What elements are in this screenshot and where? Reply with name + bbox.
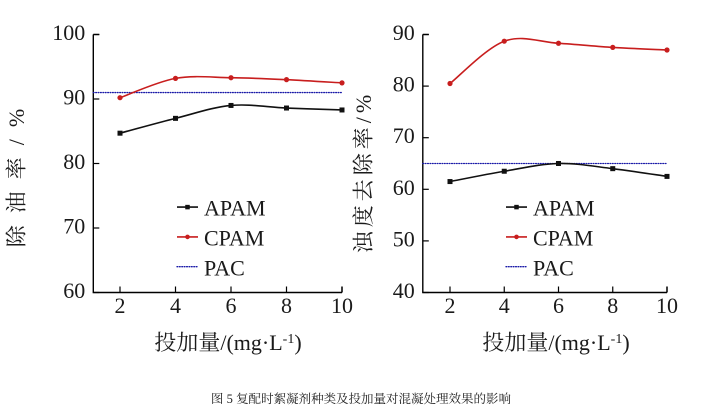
- svg-text:40: 40: [393, 278, 415, 303]
- svg-text:70: 70: [63, 214, 85, 239]
- svg-text:2: 2: [115, 293, 126, 318]
- svg-text:90: 90: [393, 20, 415, 45]
- svg-text:70: 70: [393, 123, 415, 148]
- svg-text:6: 6: [553, 293, 564, 318]
- svg-text:10: 10: [656, 293, 678, 318]
- svg-text:PAC: PAC: [204, 255, 245, 280]
- svg-text:APAM: APAM: [533, 196, 595, 221]
- svg-text:投加量/(mg·L-1​): 投加量/(mg·L-1​): [482, 330, 629, 355]
- svg-text:50: 50: [393, 226, 415, 251]
- svg-text:4: 4: [499, 293, 510, 318]
- svg-text:6: 6: [226, 293, 237, 318]
- svg-text:PAC: PAC: [533, 255, 574, 280]
- svg-text:除油率/%: 除油率/%: [4, 97, 29, 247]
- svg-text:APAM: APAM: [204, 196, 266, 221]
- svg-text:80: 80: [63, 149, 85, 174]
- svg-text:8: 8: [281, 293, 292, 318]
- svg-text:8: 8: [607, 293, 618, 318]
- svg-text:60: 60: [63, 278, 85, 303]
- svg-text:CPAM: CPAM: [533, 226, 593, 251]
- svg-text:投加量/(mg·L-1​): 投加量/(mg·L-1​): [154, 330, 301, 355]
- svg-text:100: 100: [52, 20, 85, 45]
- svg-text:60: 60: [393, 175, 415, 200]
- svg-text:90: 90: [63, 85, 85, 110]
- svg-text:浊度去除率/%: 浊度去除率/%: [351, 91, 376, 253]
- svg-text:10: 10: [331, 293, 353, 318]
- svg-text:2: 2: [445, 293, 456, 318]
- svg-text:CPAM: CPAM: [204, 226, 264, 251]
- svg-text:80: 80: [393, 72, 415, 97]
- svg-text:4: 4: [170, 293, 181, 318]
